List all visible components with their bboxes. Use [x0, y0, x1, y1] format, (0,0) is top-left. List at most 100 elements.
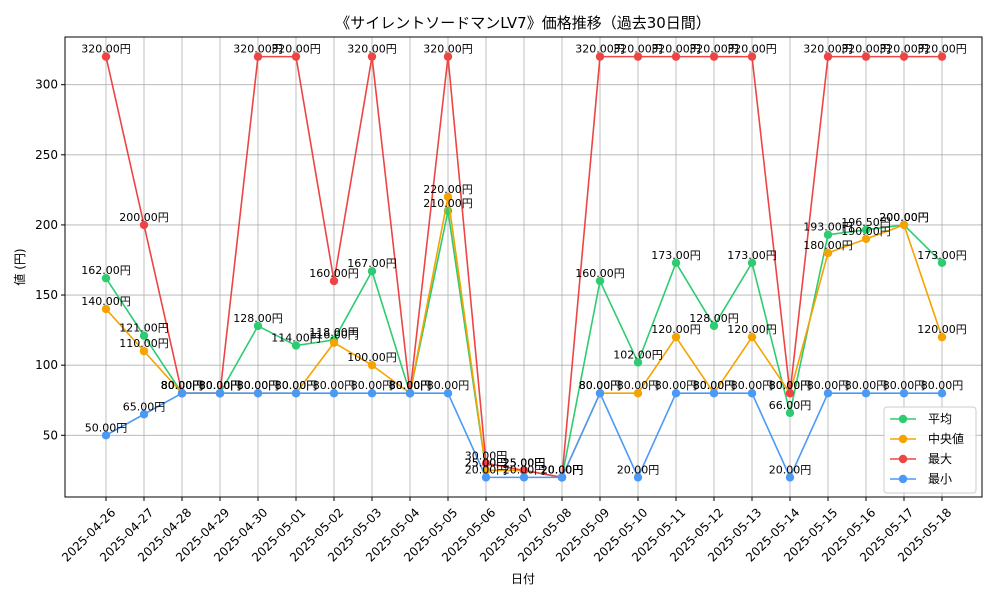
- x-axis-title: 日付: [511, 572, 535, 586]
- data-label: 320.00円: [689, 43, 739, 56]
- y-tick-label: 150: [35, 288, 58, 302]
- data-point: [101, 52, 111, 61]
- legend-box: [883, 406, 977, 494]
- data-point: [633, 52, 643, 61]
- data-point: [937, 52, 947, 61]
- legend-marker: [898, 414, 908, 424]
- data-label: 25.00円: [503, 456, 546, 469]
- legend-label: 最大: [928, 452, 952, 466]
- data-point: [329, 389, 339, 398]
- data-label: 80.00円: [199, 379, 242, 392]
- data-point: [367, 267, 377, 276]
- data-label: 116.00円: [309, 329, 359, 342]
- data-label: 80.00円: [921, 379, 964, 392]
- data-label: 66.00円: [769, 399, 812, 412]
- legend-marker: [898, 474, 908, 484]
- data-label: 120.00円: [727, 323, 777, 336]
- y-tick-label: 250: [35, 148, 58, 162]
- legend-label: 中央値: [928, 431, 964, 446]
- data-point: [747, 52, 757, 61]
- data-label: 128.00円: [689, 312, 739, 325]
- data-label: 120.00円: [917, 323, 967, 336]
- data-point: [671, 52, 681, 61]
- data-point: [291, 341, 301, 350]
- data-label: 320.00円: [613, 43, 663, 56]
- data-point: [937, 332, 947, 342]
- data-label: 320.00円: [727, 43, 777, 56]
- y-axis: 50 100 150 200 250 300: [35, 78, 65, 442]
- data-point: [595, 389, 605, 398]
- data-label: 80.00円: [845, 379, 888, 392]
- data-label: 80.00円: [693, 379, 736, 392]
- data-point: [823, 230, 833, 239]
- data-label: 160.00円: [309, 267, 359, 280]
- data-label: 128.00円: [233, 312, 283, 325]
- data-point: [785, 473, 795, 482]
- data-point: [747, 332, 757, 342]
- data-point: [823, 52, 833, 61]
- data-labels: 162.00円121.00円80.00円80.00円128.00円114.00円…: [81, 43, 967, 477]
- data-point: [823, 389, 833, 398]
- data-label: 320.00円: [651, 43, 701, 56]
- data-point: [633, 389, 643, 398]
- data-label: 80.00円: [617, 379, 660, 392]
- data-point: [861, 225, 871, 235]
- legend-marker: [898, 454, 908, 464]
- data-label: 173.00円: [651, 249, 701, 262]
- data-point: [443, 52, 453, 61]
- data-label: 80.00円: [237, 379, 280, 392]
- data-label: 80.00円: [807, 379, 850, 392]
- data-label: 140.00円: [81, 295, 131, 308]
- data-label: 25.00円: [503, 456, 546, 469]
- series-group: [101, 52, 947, 482]
- data-point: [937, 258, 947, 267]
- y-tick-label: 300: [35, 78, 58, 92]
- data-label: 20.00円: [541, 463, 584, 476]
- data-label: 80.00円: [237, 379, 280, 392]
- data-point: [139, 346, 149, 356]
- data-label: 320.00円: [233, 43, 283, 56]
- data-point: [405, 389, 415, 398]
- data-label: 220.00円: [423, 183, 473, 196]
- data-label: 80.00円: [161, 379, 204, 392]
- data-point: [709, 52, 719, 61]
- legend-label: 平均: [928, 412, 952, 426]
- data-point: [899, 220, 909, 230]
- data-point: [101, 304, 111, 314]
- data-label: 80.00円: [769, 379, 812, 392]
- data-point: [253, 52, 263, 61]
- data-point: [861, 234, 871, 244]
- y-tick-label: 100: [35, 358, 58, 372]
- data-label: 320.00円: [803, 43, 853, 56]
- data-point: [899, 52, 909, 61]
- data-point: [823, 248, 833, 258]
- data-label: 162.00円: [81, 264, 131, 277]
- data-point: [329, 276, 339, 286]
- data-label: 320.00円: [81, 43, 131, 56]
- data-label: 167.00円: [347, 257, 397, 270]
- data-point: [481, 473, 491, 482]
- data-point: [709, 389, 719, 398]
- data-point: [481, 459, 491, 468]
- data-label: 80.00円: [883, 379, 926, 392]
- data-point: [785, 408, 795, 418]
- data-point: [101, 431, 111, 440]
- data-point: [253, 389, 263, 398]
- data-label: 20.00円: [465, 463, 508, 476]
- data-label: 80.00円: [199, 379, 242, 392]
- data-label: 20.00円: [617, 463, 660, 476]
- data-point: [747, 258, 757, 267]
- data-label: 80.00円: [731, 379, 774, 392]
- data-label: 30.00円: [465, 449, 508, 462]
- data-label: 80.00円: [199, 379, 242, 392]
- data-label: 320.00円: [917, 43, 967, 56]
- data-label: 102.00円: [613, 348, 663, 361]
- data-point: [595, 276, 605, 286]
- data-label: 180.00円: [803, 239, 853, 252]
- data-point: [253, 321, 263, 331]
- data-label: 196.50円: [841, 216, 891, 229]
- x-axis: 2025-04-262025-04-272025-04-282025-04-29…: [59, 497, 954, 565]
- data-point: [443, 389, 453, 398]
- data-label: 80.00円: [389, 379, 432, 392]
